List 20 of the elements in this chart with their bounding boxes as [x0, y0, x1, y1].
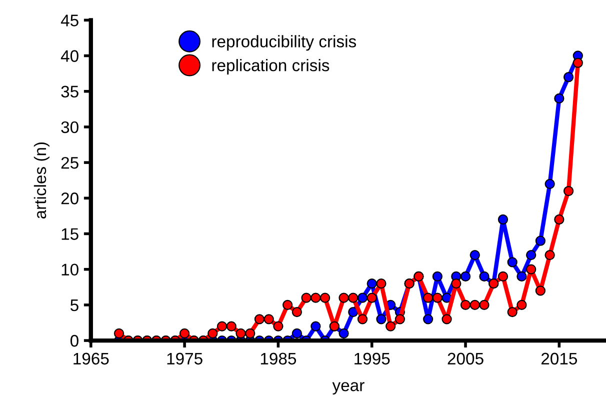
x-tick-label: 1985: [260, 352, 296, 365]
x-tick-label: 1995: [354, 352, 390, 365]
x-tick-label: 2005: [448, 352, 484, 365]
y-tick-label: 10: [62, 264, 78, 276]
x-axis-title: year: [332, 382, 364, 395]
legend-label: reproducibility crisis: [212, 35, 356, 51]
y-tick-label: 45: [60, 14, 78, 26]
y-tick-label: 5: [70, 300, 78, 312]
y-axis-title: articles (n): [34, 142, 50, 219]
y-tick-label: 30: [61, 121, 78, 134]
x-tick-label: 2015: [541, 352, 578, 365]
y-tick-label: 15: [62, 228, 78, 240]
y-tick-label: 25: [61, 156, 78, 169]
x-tick-label: 1965: [74, 352, 109, 365]
y-tick-label: 40: [60, 50, 78, 62]
y-tick-label: 35: [61, 86, 78, 98]
y-tick-label: 0: [70, 334, 78, 347]
x-tick-label: 1975: [167, 352, 202, 365]
legend-label: replication crisis: [212, 59, 330, 75]
y-tick-label: 20: [61, 192, 78, 204]
